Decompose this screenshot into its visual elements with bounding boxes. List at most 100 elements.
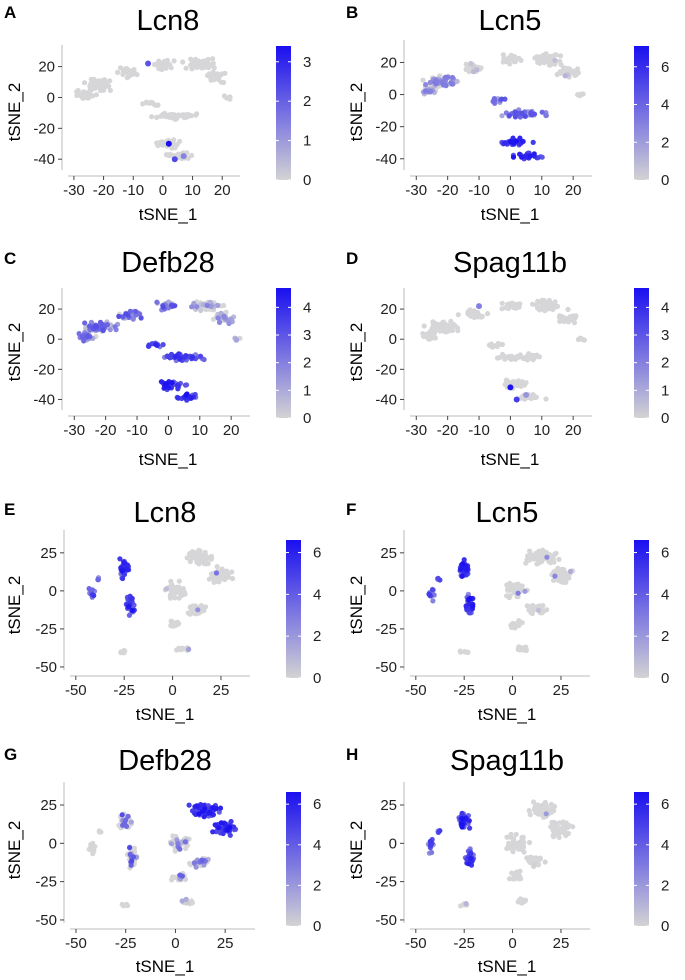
cell-point <box>535 811 541 817</box>
cell-point <box>199 857 205 863</box>
cell-point <box>81 338 87 344</box>
cell-point <box>115 69 121 75</box>
highlight-point <box>180 153 187 160</box>
cell-point <box>439 327 445 333</box>
colorbar-tick-label: 6 <box>661 59 669 76</box>
x-tick-label: 10 <box>533 422 550 439</box>
cell-point <box>163 381 169 387</box>
cell-point <box>467 307 473 313</box>
cell-point <box>214 564 220 570</box>
cell-point <box>75 87 81 94</box>
y-tick-label: 20 <box>380 54 397 71</box>
cell-point <box>523 897 529 903</box>
x-tick-label: -25 <box>115 935 137 952</box>
cell-point <box>167 595 174 601</box>
panel-letter: A <box>4 3 16 22</box>
cell-point <box>457 648 463 654</box>
cell-point <box>429 325 436 331</box>
cell-point <box>82 95 89 101</box>
cell-point <box>177 138 183 144</box>
cell-point <box>449 74 456 81</box>
cell-point <box>429 849 435 856</box>
colorbar <box>286 540 301 678</box>
cell-point <box>571 320 578 326</box>
cell-point <box>100 327 106 333</box>
cell-point <box>561 823 567 829</box>
cell-point <box>209 556 215 562</box>
cell-point <box>516 898 523 904</box>
y-tick-label: -40 <box>33 151 55 168</box>
cell-point <box>182 591 188 597</box>
y-tick-label: -20 <box>33 120 55 137</box>
cell-point <box>536 307 543 313</box>
y-tick-label: -40 <box>375 391 397 408</box>
cell-point <box>189 354 195 360</box>
cell-point <box>153 341 159 348</box>
cell-point <box>517 584 524 590</box>
cell-point <box>211 75 217 81</box>
cell-point <box>171 58 177 64</box>
cell-point <box>519 154 525 160</box>
highlight-point <box>523 391 530 398</box>
cell-point <box>530 139 536 145</box>
cell-point <box>218 79 224 85</box>
y-tick-label: -50 <box>375 659 397 676</box>
cell-point <box>504 834 510 840</box>
cell-point <box>537 805 543 811</box>
cell-point <box>463 815 469 821</box>
cell-point <box>450 321 456 327</box>
panel-letter: H <box>346 745 358 764</box>
cell-point <box>163 61 169 67</box>
cell-point <box>499 300 505 306</box>
x-tick-label: 0 <box>171 935 179 952</box>
x-tick-label: 0 <box>508 682 516 699</box>
cell-point <box>204 302 210 309</box>
cell-point <box>92 85 98 91</box>
y-tick-label: -40 <box>33 391 55 408</box>
cell-point <box>474 67 480 73</box>
cell-point <box>196 561 202 567</box>
colorbar-tick-label: 1 <box>303 133 311 150</box>
cell-point <box>174 383 181 389</box>
x-tick-label: 0 <box>508 935 516 952</box>
cell-point <box>509 870 515 876</box>
cell-point <box>499 341 505 348</box>
y-tick-label: 25 <box>40 797 57 814</box>
colorbar-tick-label: 3 <box>303 327 311 344</box>
cell-point <box>511 585 517 591</box>
x-tick-label: 0 <box>506 182 514 199</box>
cell-point <box>215 578 221 584</box>
cell-point <box>506 840 512 846</box>
y-tick-label: 25 <box>40 545 57 562</box>
y-axis-label: tSNE_2 <box>5 323 24 382</box>
cell-point <box>123 311 129 317</box>
cell-point <box>201 814 207 820</box>
cell-point <box>125 813 131 819</box>
cell-point <box>507 580 513 586</box>
cell-point <box>557 69 564 75</box>
panel-title: Spag11b <box>453 247 567 279</box>
cell-point <box>119 812 125 818</box>
cell-point <box>543 811 549 817</box>
cell-point <box>543 51 549 57</box>
cell-point <box>127 308 133 314</box>
cell-point <box>535 856 541 862</box>
cell-point <box>158 379 164 385</box>
colorbar-tick-label: 2 <box>303 93 311 110</box>
cell-point <box>201 560 207 567</box>
y-axis-label: tSNE_2 <box>347 83 366 142</box>
cell-point <box>509 624 515 630</box>
cell-point <box>120 575 126 582</box>
cell-point <box>421 323 427 329</box>
cell-point <box>504 378 510 384</box>
cell-point <box>505 57 511 63</box>
cell-point <box>420 77 426 83</box>
cell-point <box>526 839 533 846</box>
cell-point <box>509 300 515 306</box>
cell-point <box>536 299 543 305</box>
x-tick-label: 25 <box>553 682 570 699</box>
cell-point <box>130 854 137 860</box>
y-axis-label: tSNE_2 <box>347 821 366 880</box>
colorbar-tick-label: 1 <box>303 382 311 399</box>
x-axis-label: tSNE_1 <box>139 450 198 469</box>
